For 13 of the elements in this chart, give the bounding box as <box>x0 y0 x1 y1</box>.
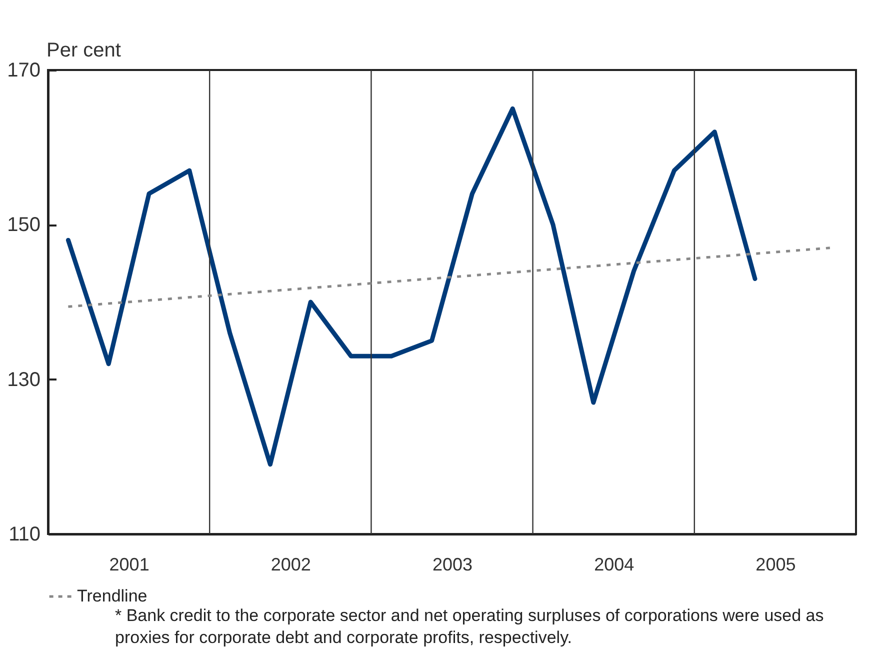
x-tick-label: 2004 <box>594 554 634 574</box>
y-tick-label: 150 <box>7 214 40 236</box>
y-tick-label: 110 <box>8 524 40 546</box>
legend-label: Trendline <box>77 586 148 606</box>
x-tick-label: 2003 <box>432 554 473 574</box>
x-tick-label: 2005 <box>756 554 796 574</box>
line-series <box>66 106 758 467</box>
y-axis-title: Per cent <box>46 40 122 62</box>
y-tick-label: 130 <box>7 368 40 391</box>
x-tick-label: 2001 <box>109 554 150 574</box>
y-tick-label: 170 <box>7 60 40 82</box>
x-tick-label: 2002 <box>270 554 311 574</box>
text: * Bank credit to the corporate sector and net operating surpluses of corporations were used as proxies for corporate debt and corporate profits, respectively. <box>115 605 825 649</box>
